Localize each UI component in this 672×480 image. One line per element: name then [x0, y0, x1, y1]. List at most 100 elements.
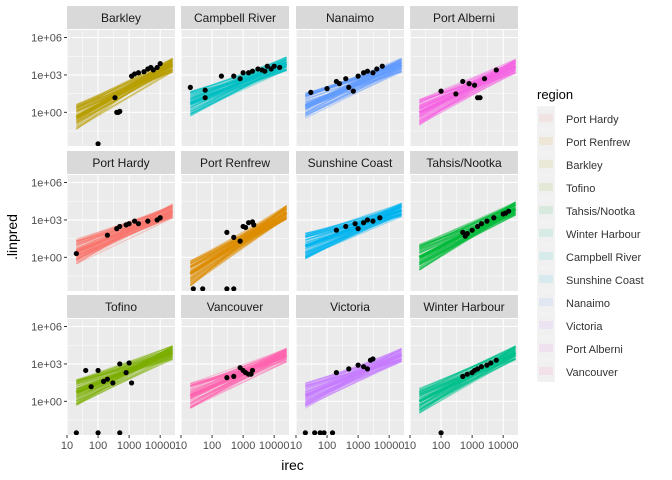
- band-line: [305, 360, 402, 399]
- band-line: [305, 59, 402, 97]
- legend-key-box: [539, 155, 553, 174]
- band-line: [419, 201, 516, 250]
- band-line: [190, 65, 287, 110]
- data-point: [251, 222, 257, 228]
- legend-key: Tahsis/Nootka: [539, 201, 636, 220]
- band-line: [305, 215, 402, 253]
- x-axis-title: irec: [281, 457, 304, 473]
- band-line: [419, 204, 516, 248]
- band-line: [419, 58, 516, 104]
- y-tick-label: 1e+06: [31, 33, 62, 45]
- band-line: [76, 71, 173, 130]
- band-line: [76, 204, 173, 265]
- data-point: [350, 88, 356, 94]
- band-line: [190, 353, 287, 392]
- legend-key-box: [539, 178, 553, 197]
- band-line: [419, 357, 516, 414]
- band-line: [419, 346, 516, 391]
- band-line: [305, 351, 402, 404]
- data-point: [131, 71, 138, 77]
- data-point: [438, 88, 444, 94]
- data-point: [157, 215, 163, 221]
- band-line: [305, 61, 402, 95]
- band-line: [76, 357, 173, 382]
- data-point: [249, 367, 256, 374]
- band-line: [190, 214, 287, 280]
- band-line: [76, 61, 173, 111]
- band-line: [419, 64, 516, 108]
- data-point: [364, 68, 371, 74]
- band-line: [305, 211, 402, 254]
- gridlines: [409, 30, 518, 146]
- data-point: [355, 362, 361, 368]
- band-line: [76, 60, 173, 117]
- band-line: [76, 345, 173, 383]
- facet-strip: [67, 295, 175, 318]
- band-line: [190, 206, 287, 268]
- data-point: [302, 430, 308, 435]
- band-line: [305, 359, 402, 402]
- band-line: [190, 216, 287, 284]
- band-line: [76, 205, 173, 250]
- band-line: [76, 351, 173, 384]
- legend-label: Tahsis/Nootka: [566, 206, 636, 218]
- y-tick-label: 1e+00: [31, 252, 62, 264]
- band-line: [189, 206, 287, 285]
- legend-key-box: [539, 339, 553, 358]
- facet-strip-label: Tofino: [105, 300, 137, 314]
- band-line: [305, 62, 402, 97]
- data-point: [364, 217, 371, 223]
- band-line: [190, 361, 287, 402]
- band-line: [419, 204, 516, 255]
- data-point: [464, 231, 470, 237]
- legend-key: Port Hardy: [539, 109, 619, 128]
- band-line: [76, 348, 173, 387]
- band-line: [190, 67, 287, 111]
- facet-strip: [410, 151, 518, 174]
- legend-key: Sunshine Coast: [539, 270, 644, 289]
- data-point: [343, 76, 349, 82]
- data-point: [237, 76, 243, 82]
- observed-points: [190, 219, 257, 291]
- facet-strip: [296, 151, 404, 174]
- band-line: [419, 214, 516, 265]
- panel-background: [181, 30, 289, 146]
- data-point: [231, 286, 237, 291]
- x-tick-label: 100: [203, 440, 221, 452]
- gridlines: [295, 319, 404, 435]
- band-line: [189, 205, 287, 287]
- band-line: [419, 201, 516, 246]
- band-line: [190, 213, 287, 283]
- band-center-line: [418, 351, 517, 403]
- band-line: [305, 203, 402, 257]
- band-line: [305, 348, 402, 389]
- band-line: [76, 347, 173, 389]
- band-line: [419, 72, 516, 101]
- data-point: [346, 366, 352, 372]
- observed-points: [460, 208, 512, 239]
- band-line: [76, 70, 173, 107]
- band-line: [76, 68, 173, 123]
- band-line: [419, 345, 516, 398]
- facet-strip: [296, 6, 404, 29]
- facet-strip-label: Vancouver: [207, 300, 263, 314]
- data-point: [321, 430, 327, 435]
- band-line: [76, 351, 173, 381]
- data-point: [474, 223, 481, 230]
- band-line: [419, 66, 516, 124]
- band-line: [305, 348, 402, 389]
- x-tick-label: 100: [318, 440, 336, 452]
- band-line: [305, 216, 402, 258]
- data-point: [277, 64, 283, 71]
- band-line: [305, 212, 402, 250]
- band-line: [190, 348, 287, 409]
- band-line: [76, 69, 173, 123]
- band-line: [190, 357, 287, 407]
- band-line: [190, 354, 287, 408]
- axes-layer: 1e+00 1e+03 1e+06 1e+00 1e+03 1e+06 1e+00 1e+03…: [31, 33, 518, 452]
- band-line: [419, 69, 516, 122]
- facet-strip-label: Nanaimo: [326, 11, 374, 25]
- band-line: [305, 57, 402, 99]
- band-line: [190, 66, 287, 112]
- band-line: [305, 353, 402, 386]
